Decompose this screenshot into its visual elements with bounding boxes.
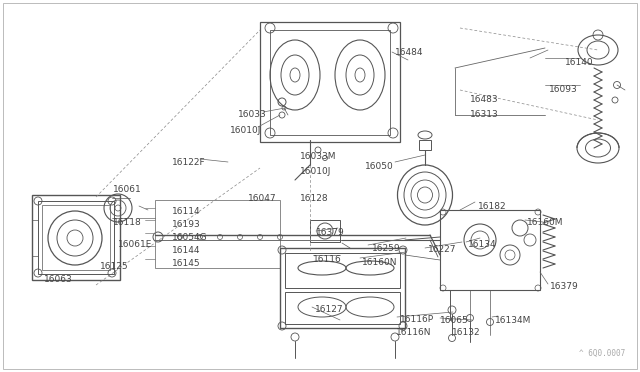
Text: 16160M: 16160M <box>527 218 563 227</box>
Bar <box>310 220 340 242</box>
Bar <box>32 195 120 280</box>
Bar <box>38 201 114 274</box>
Text: 16114: 16114 <box>172 207 200 216</box>
Bar <box>285 292 400 324</box>
Bar <box>280 248 405 328</box>
Text: 16160N: 16160N <box>362 258 397 267</box>
Bar <box>270 30 390 135</box>
Text: 16010J: 16010J <box>300 167 332 176</box>
Text: 16227: 16227 <box>428 245 456 254</box>
Text: 16033M: 16033M <box>300 152 337 161</box>
Text: 16193: 16193 <box>172 220 201 229</box>
Text: 16145: 16145 <box>172 259 200 268</box>
Text: 16259: 16259 <box>372 244 401 253</box>
Bar <box>440 210 540 290</box>
Bar <box>260 22 400 142</box>
Text: 16061: 16061 <box>113 185 141 194</box>
Text: ^ 6Q0.0007: ^ 6Q0.0007 <box>579 349 625 358</box>
Text: 16116N: 16116N <box>396 328 431 337</box>
Text: 16128: 16128 <box>300 194 328 203</box>
Text: 16063: 16063 <box>44 275 73 284</box>
Text: 16132: 16132 <box>452 328 481 337</box>
Text: 16054G: 16054G <box>172 233 207 242</box>
Text: 16061E: 16061E <box>118 240 152 249</box>
Text: 16483: 16483 <box>470 95 499 104</box>
Bar <box>285 253 400 288</box>
Text: 16010J: 16010J <box>230 126 261 135</box>
Text: 16093: 16093 <box>549 85 578 94</box>
Text: 16144: 16144 <box>172 246 200 255</box>
Text: 16313: 16313 <box>470 110 499 119</box>
Bar <box>155 200 280 268</box>
Text: 16033: 16033 <box>238 110 267 119</box>
Bar <box>42 205 110 270</box>
Text: 16047: 16047 <box>248 194 276 203</box>
Text: 16182: 16182 <box>478 202 507 211</box>
Bar <box>419 140 431 150</box>
Text: 16118: 16118 <box>113 218 141 227</box>
Text: 16127: 16127 <box>315 305 344 314</box>
Text: 16116P: 16116P <box>400 315 434 324</box>
Text: 16116: 16116 <box>313 255 342 264</box>
Text: 16484: 16484 <box>395 48 424 57</box>
Text: 16050: 16050 <box>365 162 394 171</box>
Text: 16122F: 16122F <box>172 158 205 167</box>
Text: 16134M: 16134M <box>495 316 531 325</box>
Text: 16379: 16379 <box>550 282 579 291</box>
Text: 16065: 16065 <box>440 316 468 325</box>
Text: 16140: 16140 <box>565 58 594 67</box>
Text: 16134: 16134 <box>468 240 497 249</box>
Text: 16125: 16125 <box>100 262 129 271</box>
Text: 16379: 16379 <box>316 228 345 237</box>
